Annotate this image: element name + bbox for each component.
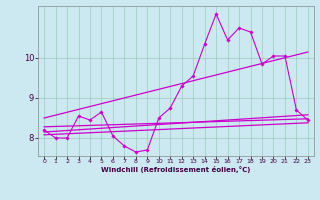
X-axis label: Windchill (Refroidissement éolien,°C): Windchill (Refroidissement éolien,°C) <box>101 166 251 173</box>
